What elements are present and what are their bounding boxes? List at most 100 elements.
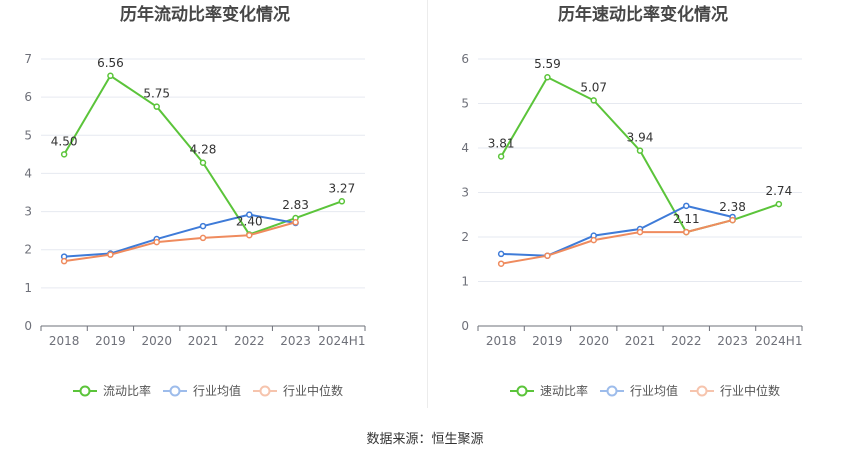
y-tick-label: 2 — [24, 243, 32, 257]
data-label: 5.75 — [143, 87, 170, 101]
data-point[interactable] — [153, 103, 160, 110]
y-tick-label: 0 — [461, 319, 469, 333]
legend-label: 速动比率 — [540, 383, 588, 398]
data-point[interactable] — [107, 251, 114, 258]
y-tick-label: 3 — [24, 205, 32, 219]
data-point[interactable] — [60, 151, 68, 158]
legend-item-current-ratio[interactable]: 流动比率 — [73, 383, 151, 398]
data-point[interactable] — [246, 211, 253, 218]
y-tick-label: 5 — [24, 128, 32, 142]
y-tick-label: 1 — [24, 281, 32, 295]
series-line — [64, 213, 296, 258]
data-point[interactable] — [497, 250, 505, 258]
data-label: 4.28 — [190, 143, 217, 157]
data-label: 2.40 — [236, 214, 263, 228]
data-label: 4.50 — [51, 134, 78, 148]
legend-icon-circle — [169, 385, 181, 397]
data-label: 3.94 — [627, 131, 654, 145]
chart-title: 历年速动比率变化情况 — [558, 4, 728, 25]
x-tick-label: 2021 — [188, 334, 219, 348]
legend-icon-circle — [696, 385, 708, 397]
x-tick-label: 2022 — [671, 334, 702, 348]
data-point[interactable] — [246, 231, 253, 239]
data-label: 3.81 — [488, 136, 515, 150]
data-point[interactable] — [60, 257, 68, 265]
x-tick-label: 2018 — [486, 334, 517, 348]
series-line — [501, 204, 733, 257]
y-tick-label: 4 — [24, 166, 32, 180]
legend-label: 行业中位数 — [720, 383, 780, 398]
series-industry-median — [497, 216, 736, 267]
data-label: 2.83 — [282, 198, 309, 212]
x-tick-label: 2019 — [95, 334, 126, 348]
legend-line-circle-icon — [73, 385, 97, 397]
series-line — [64, 221, 296, 263]
x-tick-label: 2023 — [717, 334, 748, 348]
legend-label: 流动比率 — [103, 383, 151, 398]
legend-label: 行业中位数 — [283, 383, 343, 398]
data-point[interactable] — [199, 222, 207, 230]
data-point[interactable] — [636, 228, 644, 236]
data-label: 3.27 — [328, 181, 355, 195]
data-label: 2.11 — [673, 212, 700, 226]
y-tick-label: 5 — [461, 97, 469, 111]
legend-line-circle-icon — [510, 385, 534, 397]
data-label: 5.59 — [534, 57, 561, 71]
data-point[interactable] — [729, 216, 736, 224]
legend-label: 行业均值 — [630, 383, 678, 398]
data-point[interactable] — [338, 198, 346, 205]
data-label: 2.74 — [765, 184, 792, 198]
data-point[interactable] — [107, 72, 114, 80]
data-point[interactable] — [199, 159, 207, 166]
x-tick-label: 2020 — [141, 334, 172, 348]
legend-line-circle-icon — [253, 385, 277, 397]
legend-item-quick-ratio[interactable]: 速动比率 — [510, 383, 588, 398]
data-point[interactable] — [636, 147, 644, 154]
data-point[interactable] — [775, 200, 783, 208]
data-point[interactable] — [292, 219, 299, 226]
x-tick-label: 2024H1 — [318, 334, 365, 348]
data-point[interactable] — [153, 238, 160, 246]
data-point[interactable] — [544, 73, 551, 81]
legend-line-circle-icon — [600, 385, 624, 397]
legend-icon-circle — [259, 385, 271, 397]
x-tick-label: 2023 — [280, 334, 311, 348]
data-point[interactable] — [683, 202, 690, 210]
legend-item-industry-median[interactable]: 行业中位数 — [253, 383, 343, 398]
legend-icon-circle — [606, 385, 618, 397]
data-point[interactable] — [199, 234, 207, 242]
y-tick-label: 4 — [461, 141, 469, 155]
x-tick-label: 2021 — [625, 334, 656, 348]
data-source-note: 数据来源：恒生聚源 — [366, 432, 483, 447]
data-point[interactable] — [544, 252, 551, 259]
series-industry-median — [60, 219, 299, 265]
legend-icon-circle — [516, 385, 528, 397]
x-tick-label: 2024H1 — [755, 334, 802, 348]
x-tick-label: 2019 — [532, 334, 563, 348]
y-tick-label: 1 — [461, 275, 469, 289]
x-tick-label: 2018 — [49, 334, 80, 348]
data-point[interactable] — [590, 236, 597, 244]
y-tick-label: 6 — [24, 90, 32, 104]
y-tick-label: 3 — [461, 186, 469, 200]
y-tick-label: 7 — [24, 52, 32, 66]
data-label: 5.07 — [580, 80, 607, 94]
data-label: 2.38 — [719, 200, 746, 214]
legend-item-industry-average[interactable]: 行业均值 — [600, 383, 678, 398]
data-point[interactable] — [683, 228, 690, 236]
legend-item-industry-median[interactable]: 行业中位数 — [690, 383, 780, 398]
x-tick-label: 2022 — [234, 334, 265, 348]
data-point[interactable] — [497, 260, 505, 267]
quick-ratio-chart: 历年速动比率变化情况 0 1 2 3 4 5 6 2018 2019 2020 2021 2022 202… — [461, 4, 803, 398]
chart-title: 历年流动比率变化情况 — [120, 4, 290, 25]
data-point[interactable] — [590, 97, 597, 104]
legend-line-circle-icon — [163, 385, 187, 397]
legend-item-industry-average[interactable]: 行业均值 — [163, 383, 241, 398]
current-ratio-chart: 历年流动比率变化情况 0 1 2 3 4 5 6 7 2018 2019 2020 2021 2022 20… — [24, 4, 366, 398]
data-point[interactable] — [497, 153, 505, 160]
series-line — [500, 219, 733, 265]
y-tick-label: 2 — [461, 230, 469, 244]
x-tick-label: 2020 — [578, 334, 609, 348]
legend-line-circle-icon — [690, 385, 714, 397]
